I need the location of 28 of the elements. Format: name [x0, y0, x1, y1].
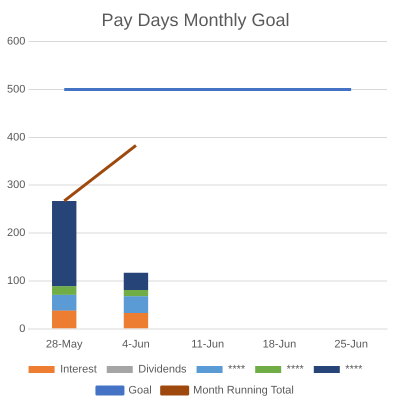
x-tick-label: 25-Jun — [334, 338, 368, 350]
legend-label: **** — [228, 364, 246, 376]
legend-label: Dividends — [138, 364, 188, 376]
bar — [124, 290, 148, 296]
y-tick-label: 200 — [6, 227, 26, 240]
chart-title: Pay Days Monthly Goal — [101, 10, 290, 30]
bar — [124, 313, 148, 328]
legend-label: Goal — [128, 384, 152, 397]
y-tick-label: 100 — [6, 274, 26, 287]
bar — [52, 310, 76, 328]
x-tick-label: 11-Jun — [191, 338, 224, 350]
legend-label: **** — [286, 364, 305, 376]
bar — [124, 296, 148, 314]
bar — [124, 272, 148, 290]
y-tick-label: 300 — [6, 179, 26, 192]
bar — [52, 286, 76, 295]
legend-label: Month Running Total — [193, 384, 294, 397]
y-tick-label: 600 — [6, 36, 26, 48]
x-tick-label: 4-Jun — [122, 338, 150, 350]
y-tick-label: 400 — [6, 131, 26, 144]
x-tick-label: 18-Jun — [262, 338, 296, 350]
y-tick-label: 500 — [6, 84, 26, 96]
x-tick-label: 28-May — [46, 338, 84, 350]
y-tick-label: 0 — [19, 322, 26, 335]
bar — [52, 294, 76, 311]
legend-label: **** — [345, 364, 364, 376]
bar — [52, 200, 76, 286]
legend-label: Interest — [60, 364, 97, 376]
